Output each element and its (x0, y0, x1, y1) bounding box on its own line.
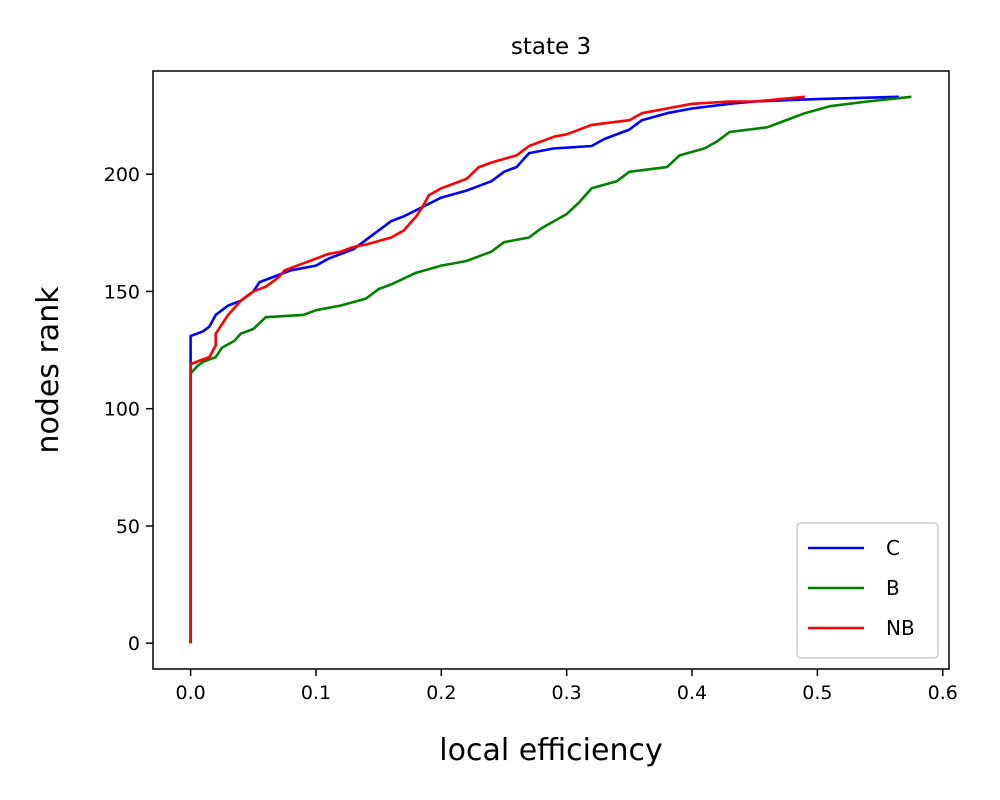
y-axis-label: nodes rank (31, 286, 66, 454)
y-axis-ticks: 0 50 100 150 200 (104, 164, 153, 655)
y-tick-label: 150 (104, 281, 140, 303)
x-tick-label: 0.3 (552, 682, 582, 704)
x-axis-ticks: 0.0 0.1 0.2 0.3 0.4 0.5 0.6 (175, 669, 958, 704)
x-axis-label: local efficiency (439, 733, 662, 768)
legend-label-nb: NB (886, 616, 915, 640)
x-tick-label: 0.1 (301, 682, 331, 704)
x-tick-label: 0.6 (928, 682, 958, 704)
series-line-b (189, 95, 912, 644)
legend-label-b: B (886, 576, 900, 600)
x-tick-label: 0.0 (175, 682, 205, 704)
series-line-nb (189, 95, 805, 644)
y-tick-label: 0 (128, 633, 140, 655)
y-tick-label: 50 (116, 516, 140, 538)
plot-area (152, 70, 950, 670)
x-tick-label: 0.5 (802, 682, 832, 704)
series-layer (189, 95, 912, 644)
series-line-c (189, 95, 899, 644)
x-tick-label: 0.4 (677, 682, 707, 704)
legend-box (796, 522, 939, 659)
legend-label-c: C (886, 536, 900, 560)
chart-title: state 3 (511, 34, 591, 60)
y-tick-label: 200 (104, 164, 140, 186)
plot-frame (152, 70, 950, 670)
legend: CB NB (796, 522, 939, 659)
x-tick-label: 0.2 (426, 682, 456, 704)
y-tick-label: 100 (104, 399, 140, 421)
